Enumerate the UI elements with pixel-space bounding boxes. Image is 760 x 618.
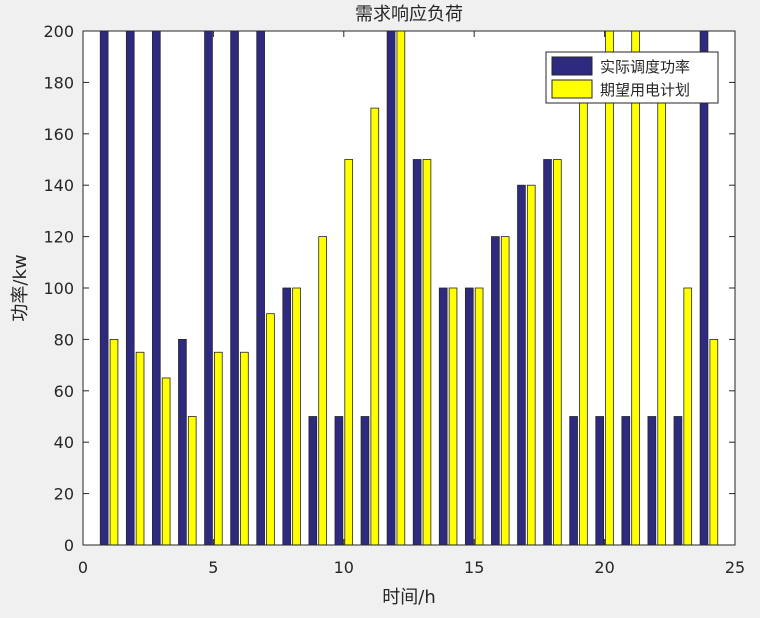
bar-series2-hour-12 <box>396 30 406 546</box>
legend-swatch-planned <box>551 79 593 99</box>
y-tick-label: 40 <box>54 433 74 452</box>
bar-series2-hour-20 <box>605 30 614 546</box>
bar-series1-hour-19 <box>569 416 578 546</box>
y-tick-label: 60 <box>54 382 74 401</box>
bar-series1-hour-8 <box>282 287 292 546</box>
y-tick-label: 140 <box>43 176 74 195</box>
y-tick-label: 200 <box>43 22 74 41</box>
bar-series1-hour-22 <box>647 416 657 546</box>
bar-series1-hour-14 <box>438 287 448 546</box>
bar-series2-hour-3 <box>161 377 171 546</box>
bar-series1-hour-21 <box>621 416 631 546</box>
bar-series1-hour-23 <box>673 416 683 546</box>
bar-series1-hour-13 <box>412 159 422 546</box>
y-axis-title: 功率/kw <box>10 254 31 321</box>
bar-series1-hour-6 <box>230 30 239 546</box>
y-tick-label: 180 <box>43 73 74 92</box>
bar-series1-hour-20 <box>595 416 605 546</box>
bar-series2-hour-22 <box>657 82 666 546</box>
y-tick-label: 160 <box>43 125 74 144</box>
bar-series1-hour-11 <box>360 416 370 546</box>
bar-series1-hour-7 <box>256 30 265 546</box>
bar-series1-hour-17 <box>517 184 526 546</box>
bar-series1-hour-24 <box>699 30 709 546</box>
legend-label-planned: 期望用电计划 <box>600 81 690 99</box>
bar-series2-hour-17 <box>526 184 536 546</box>
y-tick-label: 0 <box>64 536 74 555</box>
bar-series1-hour-18 <box>543 159 552 546</box>
bar-series2-hour-7 <box>266 313 275 546</box>
bar-series1-hour-4 <box>178 338 187 546</box>
bar-series1-hour-2 <box>125 30 135 546</box>
bar-series2-hour-24 <box>709 338 719 546</box>
y-tick-label: 20 <box>54 485 74 504</box>
bar-series2-hour-10 <box>344 159 354 546</box>
bar-series2-hour-4 <box>187 416 197 546</box>
bar-series2-hour-23 <box>683 287 693 546</box>
x-axis-title: 时间/h <box>382 587 435 608</box>
bar-series2-hour-2 <box>135 351 145 546</box>
y-tick-label: 80 <box>54 330 74 349</box>
bar-series2-hour-6 <box>240 351 249 546</box>
x-tick-label: 0 <box>78 558 88 577</box>
x-tick-label: 10 <box>334 558 354 577</box>
bar-series1-hour-9 <box>308 416 318 546</box>
bar-series2-hour-21 <box>631 30 640 546</box>
bar-series2-hour-16 <box>500 236 510 546</box>
legend-swatch-actual <box>551 56 593 76</box>
legend: 实际调度功率 期望用电计划 <box>545 51 719 104</box>
plot-frame <box>82 30 736 546</box>
bar-series1-hour-16 <box>491 236 500 546</box>
bar-series1-hour-10 <box>334 416 344 546</box>
bar-series1-hour-15 <box>464 287 474 546</box>
bar-series1-hour-3 <box>152 30 161 546</box>
x-tick-label: 15 <box>464 558 484 577</box>
bar-series1-hour-5 <box>204 30 213 546</box>
bar-series1-hour-1 <box>99 30 109 546</box>
tick-labels-layer: 0 5 10 15 20 25 0 20 40 60 80 100 120 140 160 180 200 <box>43 22 745 577</box>
y-tick-label: 120 <box>43 228 74 247</box>
bar-series2-hour-15 <box>474 287 484 546</box>
bar-series1-hour-12 <box>386 30 396 546</box>
x-tick-label: 20 <box>594 558 614 577</box>
x-tick-label: 5 <box>208 558 218 577</box>
bar-series2-hour-14 <box>448 287 458 546</box>
bar-series2-hour-8 <box>292 287 301 546</box>
bar-series2-hour-1 <box>109 338 119 546</box>
legend-label-actual: 实际调度功率 <box>600 58 690 76</box>
bar-series2-hour-13 <box>422 159 432 546</box>
bar-series2-hour-11 <box>370 107 380 546</box>
x-tick-label: 25 <box>725 558 745 577</box>
chart-title: 需求响应负荷 <box>355 4 463 25</box>
y-tick-label: 100 <box>43 279 74 298</box>
bar-series2-hour-5 <box>213 351 223 546</box>
bar-series2-hour-19 <box>579 82 588 546</box>
bar-series2-hour-9 <box>318 236 327 546</box>
bar-series2-hour-18 <box>553 159 562 546</box>
